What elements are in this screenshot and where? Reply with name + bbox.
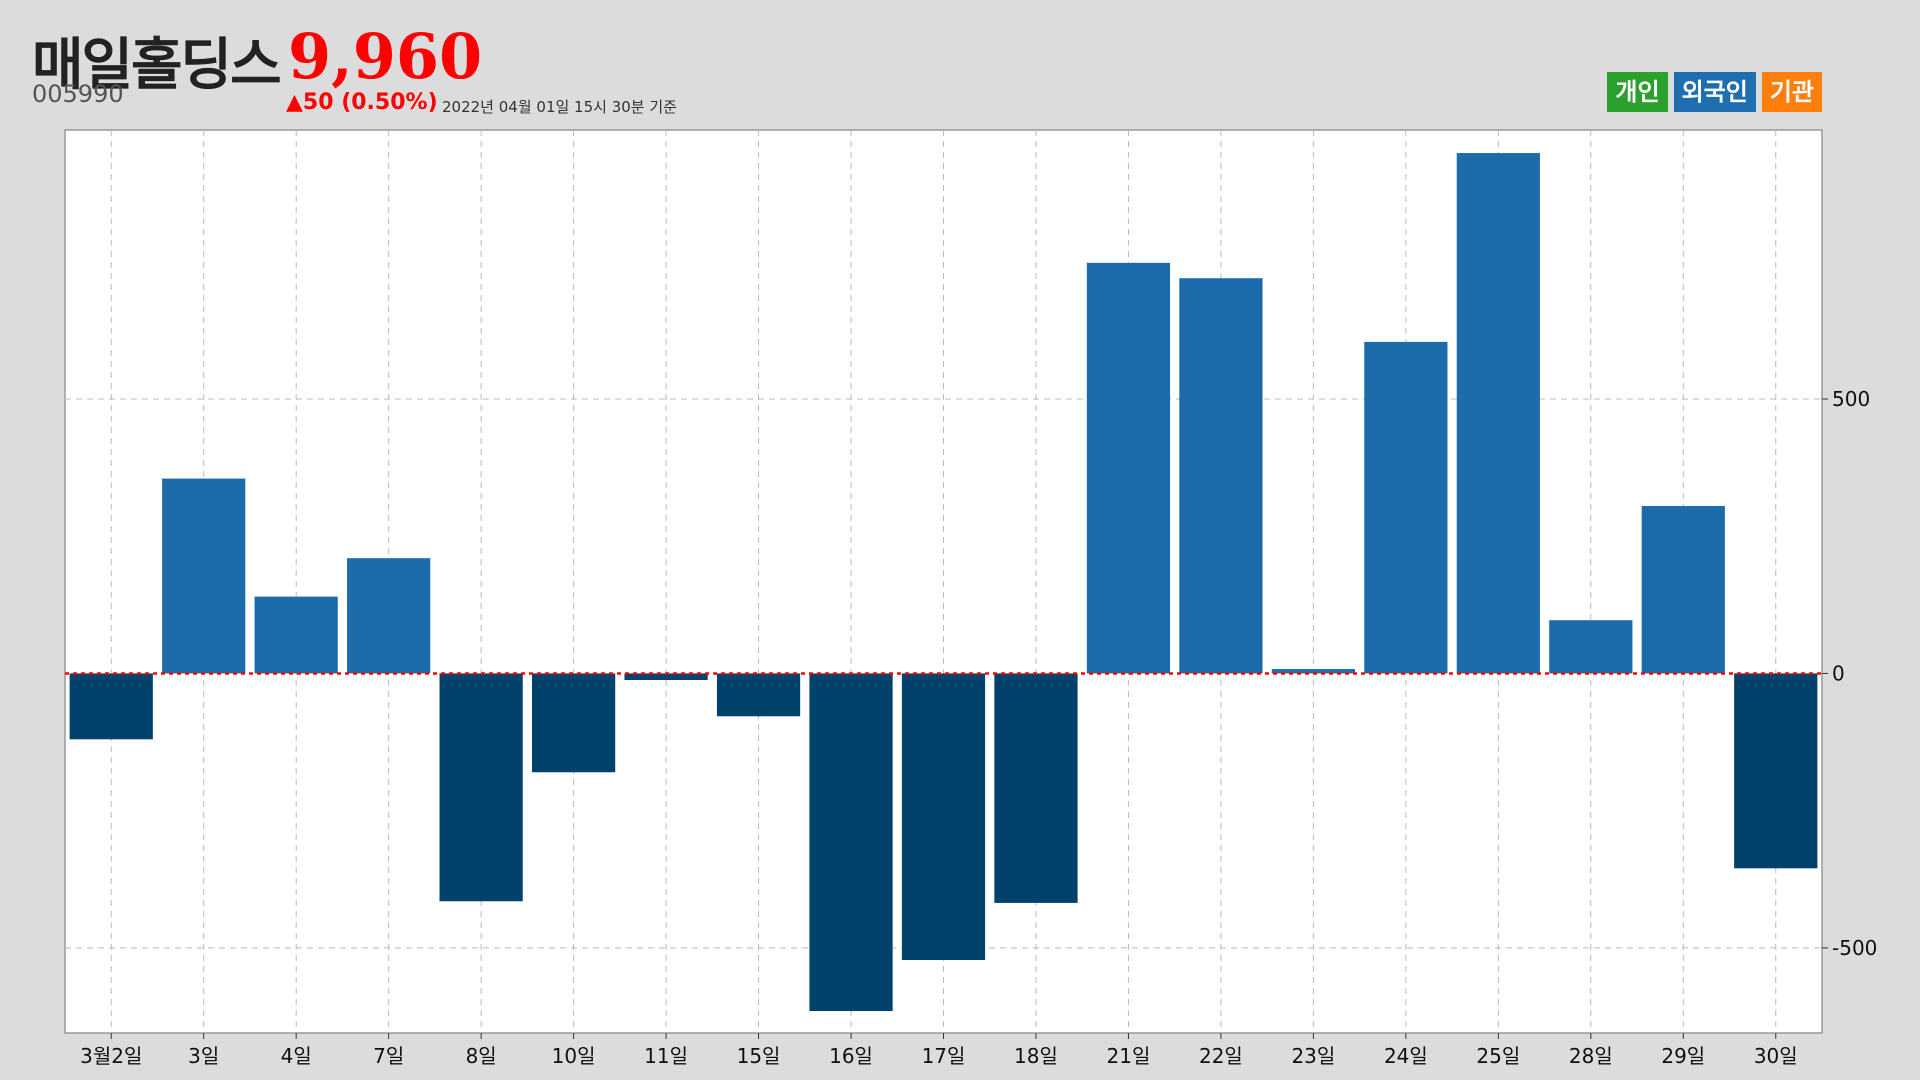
x-tick-label: 10일 xyxy=(552,1044,596,1068)
x-tick-label: 15일 xyxy=(737,1044,781,1068)
x-tick-label: 22일 xyxy=(1199,1044,1243,1068)
bar xyxy=(439,673,523,902)
bar xyxy=(901,673,986,960)
bars xyxy=(69,153,1818,1012)
x-tick-label: 25일 xyxy=(1476,1044,1520,1068)
bar xyxy=(624,673,708,681)
stock-name: 매일홀딩스 xyxy=(32,33,282,98)
x-tick-label: 3월2일 xyxy=(80,1044,142,1068)
bar xyxy=(69,673,153,740)
bar xyxy=(1734,673,1818,869)
legend: 개인 외국인 기관 xyxy=(1607,72,1822,112)
bar xyxy=(347,558,431,674)
x-tick-label: 8일 xyxy=(466,1044,497,1068)
x-tick-label: 23일 xyxy=(1291,1044,1335,1068)
legend-foreign: 외국인 xyxy=(1673,72,1756,112)
x-tick-label: 16일 xyxy=(829,1044,873,1068)
x-tick-label: 3일 xyxy=(188,1044,219,1068)
y-tick-labels: -500 0 500 xyxy=(1822,387,1877,960)
x-tick-label: 18일 xyxy=(1014,1044,1058,1068)
bar xyxy=(1456,153,1540,674)
stock-code: 005990 xyxy=(32,80,124,108)
legend-individual: 개인 xyxy=(1607,72,1668,112)
bar xyxy=(809,673,893,1012)
bar xyxy=(1549,620,1633,674)
x-tick-label: 24일 xyxy=(1384,1044,1428,1068)
bar xyxy=(1364,341,1448,674)
bar xyxy=(1179,278,1263,674)
bar xyxy=(1271,669,1356,674)
bar xyxy=(994,673,1078,903)
y-tick-label: 0 xyxy=(1832,661,1845,685)
price-change: ▲50 (0.50%) xyxy=(286,90,438,115)
x-tick-label: 28일 xyxy=(1569,1044,1613,1068)
x-tick-label: 7일 xyxy=(373,1044,404,1068)
x-tick-label: 4일 xyxy=(281,1044,312,1068)
legend-institution: 기관 xyxy=(1761,72,1822,112)
bar xyxy=(716,673,801,717)
bar xyxy=(1641,506,1725,674)
bar xyxy=(1086,262,1171,674)
bar xyxy=(162,478,246,674)
timestamp: 2022년 04월 01일 15시 30분 기준 xyxy=(442,98,677,116)
x-tick-label: 30일 xyxy=(1754,1044,1798,1068)
bar xyxy=(531,673,616,773)
x-tick-label: 17일 xyxy=(922,1044,966,1068)
x-tick-label: 11일 xyxy=(644,1044,688,1068)
stock-price: 9,960 xyxy=(288,20,483,93)
y-tick-label: 500 xyxy=(1832,387,1870,411)
bar xyxy=(254,596,338,674)
x-tick-label: 29일 xyxy=(1661,1044,1705,1068)
y-tick-label: -500 xyxy=(1832,936,1877,960)
x-tick-label: 21일 xyxy=(1107,1044,1151,1068)
x-tick-labels: 3월2일 3일 4일 7일 8일 10일 11일 15일 16일 17일 18일 21일 22일 23일 2… xyxy=(80,1033,1798,1068)
